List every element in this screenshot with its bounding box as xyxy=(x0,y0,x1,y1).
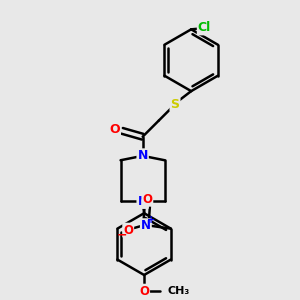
Text: +: + xyxy=(147,215,155,225)
Text: CH₃: CH₃ xyxy=(167,286,189,296)
Text: O: O xyxy=(142,193,152,206)
Text: O: O xyxy=(123,224,133,237)
Text: −: − xyxy=(117,229,128,242)
Text: N: N xyxy=(137,149,148,162)
Text: O: O xyxy=(110,123,120,136)
Text: N: N xyxy=(137,195,148,208)
Text: Cl: Cl xyxy=(198,21,211,34)
Text: S: S xyxy=(170,98,179,111)
Text: O: O xyxy=(139,285,149,298)
Text: N: N xyxy=(141,219,151,232)
